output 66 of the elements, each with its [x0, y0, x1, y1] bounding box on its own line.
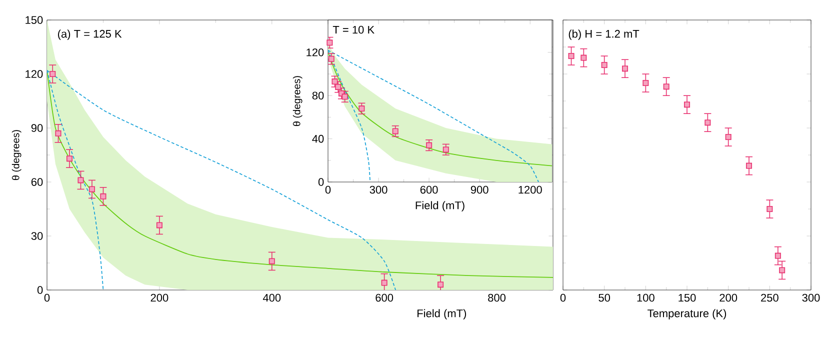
point [66, 156, 72, 162]
x-tick-label: 400 [262, 294, 281, 302]
y-tick-label: 0 [37, 286, 43, 294]
annotation: (b) H = 1.2 mT [568, 30, 640, 40]
line-series [328, 52, 552, 166]
y-tick-label: 30 [31, 232, 43, 240]
x-tick-label: 150 [678, 294, 696, 302]
x-tick-label: 900 [470, 186, 488, 194]
x-tick-label: 800 [488, 294, 506, 302]
x-tick-label: 300 [802, 294, 820, 302]
point [358, 106, 365, 112]
x-tick-label: 600 [376, 294, 394, 302]
y-axis-title: θ (degrees) [292, 76, 302, 126]
point [332, 78, 338, 85]
point [392, 128, 398, 134]
point [704, 120, 711, 126]
x-tick-label: 200 [150, 294, 168, 302]
point [568, 53, 574, 59]
annotation: T = 10 K [332, 26, 374, 34]
x-tick-label: 200 [720, 294, 738, 302]
x-tick-label: 1200 [518, 186, 542, 194]
y-tick-label: 40 [312, 134, 324, 143]
point [381, 280, 388, 286]
point [268, 258, 275, 264]
x-tick-label: 600 [420, 186, 438, 194]
point [326, 40, 333, 46]
x-tick-label: 100 [637, 294, 654, 302]
y-tick-label: 90 [31, 124, 43, 132]
x-tick-label: 0 [560, 294, 566, 302]
y-tick-label: 120 [26, 70, 43, 78]
x-tick-label: 250 [761, 294, 778, 302]
y-tick-label: 0 [318, 178, 324, 186]
point [725, 134, 732, 140]
point [88, 186, 95, 192]
x-axis-title: Field (mT) [416, 201, 464, 212]
point [774, 252, 781, 259]
y-axis-title: θ (degrees) [12, 130, 22, 180]
x-tick-label: 0 [325, 186, 331, 194]
point [426, 142, 432, 148]
point [642, 80, 649, 86]
y-tick-label: 60 [31, 178, 43, 186]
point [100, 193, 106, 200]
y-tick-label: 80 [312, 92, 324, 100]
point [580, 54, 587, 61]
x-axis-title: Temperature (K) [648, 309, 726, 320]
y-tick-label: 150 [26, 16, 43, 24]
point [779, 267, 786, 274]
y-tick-label: 120 [306, 48, 324, 56]
point [601, 62, 608, 68]
annotation: (a) T = 125 K [58, 30, 122, 40]
point [622, 66, 628, 72]
point [766, 206, 773, 212]
x-axis-title: Field (mT) [418, 309, 466, 320]
point [50, 70, 56, 77]
point [78, 177, 84, 184]
x-tick-label: 0 [44, 294, 50, 302]
x-tick-label: 50 [598, 294, 610, 302]
point [663, 84, 670, 90]
point [156, 222, 162, 228]
point [442, 146, 449, 153]
point [335, 84, 342, 90]
point [746, 162, 752, 169]
point [328, 56, 334, 62]
point [684, 102, 690, 108]
x-tick-label: 300 [370, 186, 388, 194]
point [55, 130, 62, 136]
